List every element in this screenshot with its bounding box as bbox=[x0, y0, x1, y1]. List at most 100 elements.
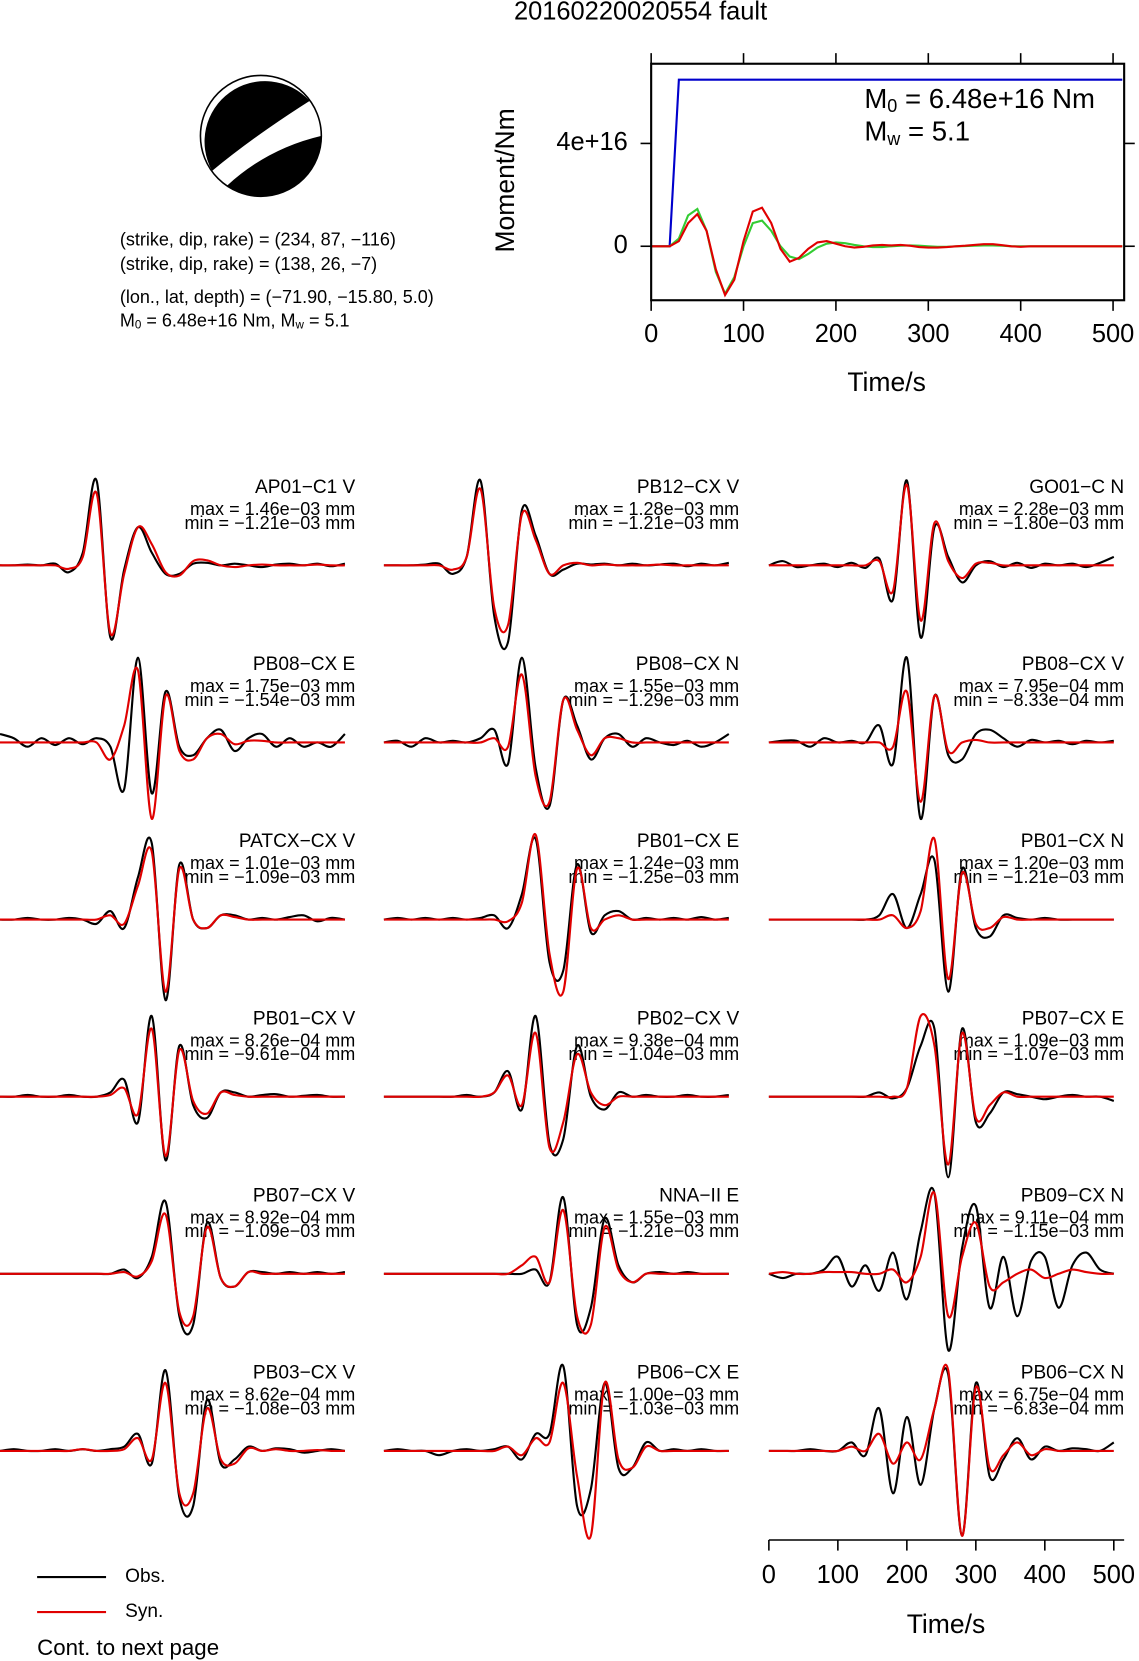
subscript: w bbox=[295, 319, 305, 332]
moment-curve bbox=[651, 206, 1123, 298]
min-label: min = −1.29e−03 mm bbox=[568, 690, 739, 710]
subscript: w bbox=[886, 129, 901, 149]
mechanism-line: (strike, dip, rake) = (138, 26, −7) bbox=[120, 254, 377, 274]
synthetic-trace bbox=[768, 1191, 1114, 1319]
station-label: AP01−C1 V bbox=[255, 477, 356, 498]
x-tick-label: 100 bbox=[722, 320, 764, 348]
x-axis-label: Time/s bbox=[907, 1609, 986, 1639]
station-label: PB12−CX V bbox=[637, 477, 740, 498]
min-label: min = −1.21e−03 mm bbox=[185, 513, 356, 533]
min-label: min = −1.15e−03 mm bbox=[953, 1221, 1124, 1241]
min-label: min = −1.21e−03 mm bbox=[568, 513, 739, 533]
annotation: M0 = 6.48e+16 Nm bbox=[864, 83, 1095, 116]
synthetic-trace bbox=[768, 1363, 1114, 1537]
moment-line: M0 = 6.48e+16 Nm, Mw = 5.1 bbox=[120, 310, 350, 332]
x-tick-label: 200 bbox=[815, 320, 857, 348]
x-tick-label: 0 bbox=[644, 320, 658, 348]
synthetic-trace bbox=[768, 689, 1114, 803]
annotation: Mw = 5.1 bbox=[864, 116, 970, 149]
synthetic-trace bbox=[0, 1381, 345, 1507]
max-label: max = 9.38e−04 mm bbox=[574, 1030, 739, 1050]
moment-curve bbox=[651, 78, 1123, 248]
min-label: min = −1.07e−03 mm bbox=[953, 1044, 1124, 1064]
station-label: PB01−CX N bbox=[1021, 831, 1124, 852]
location-line: (lon., lat, depth) = (−71.90, −15.80, 5.… bbox=[120, 287, 434, 307]
station-label: PB06−CX E bbox=[637, 1363, 739, 1384]
station-label: GO01−C N bbox=[1029, 477, 1124, 498]
max-label: max = 8.26e−04 mm bbox=[190, 1030, 355, 1050]
text: = 6.48e+16 Nm bbox=[897, 83, 1095, 114]
synthetic-trace bbox=[0, 846, 345, 993]
plot-frame bbox=[650, 62, 1126, 302]
x-tick-label: 500 bbox=[1093, 1561, 1135, 1589]
legend-label: Syn. bbox=[125, 1601, 163, 1622]
max-label: max = 1.55e−03 mm bbox=[574, 1207, 739, 1227]
synthetic-trace bbox=[768, 836, 1114, 981]
footer: Cont. to next page bbox=[37, 1635, 219, 1660]
x-tick-label: 400 bbox=[999, 320, 1041, 348]
text: = 6.48e+16 Nm, M bbox=[141, 310, 295, 330]
max-label: max = 1.28e−03 mm bbox=[574, 499, 739, 519]
station-label: PB02−CX V bbox=[637, 1008, 740, 1029]
min-label: min = −6.83e−04 mm bbox=[953, 1398, 1124, 1418]
min-label: min = −1.04e−03 mm bbox=[568, 1044, 739, 1064]
min-label: min = −8.33e−04 mm bbox=[953, 690, 1124, 710]
moment-curve bbox=[651, 207, 1123, 297]
min-label: min = −1.21e−03 mm bbox=[953, 867, 1124, 887]
synthetic-trace bbox=[383, 1031, 729, 1154]
beachball-compression bbox=[204, 81, 310, 171]
max-label: max = 1.20e−03 mm bbox=[959, 853, 1124, 873]
beachball bbox=[199, 74, 323, 198]
synthetic-trace bbox=[383, 1209, 729, 1335]
synthetic-trace bbox=[383, 1380, 729, 1540]
synthetic-trace bbox=[0, 666, 345, 820]
min-label: min = −1.25e−03 mm bbox=[568, 867, 739, 887]
max-label: max = 1.24e−03 mm bbox=[574, 853, 739, 873]
min-label: min = −1.03e−03 mm bbox=[568, 1398, 739, 1418]
synthetic-trace bbox=[768, 483, 1114, 622]
mechanism-line: (strike, dip, rake) = (234, 87, −116) bbox=[120, 230, 396, 250]
station-label: PB07−CX E bbox=[1022, 1008, 1124, 1029]
max-label: max = 1.55e−03 mm bbox=[574, 676, 739, 696]
min-label: min = −1.80e−03 mm bbox=[953, 513, 1124, 533]
synthetic-trace bbox=[0, 1212, 345, 1327]
x-tick-label: 200 bbox=[886, 1561, 928, 1589]
subscript: 0 bbox=[887, 96, 897, 116]
min-label: min = −1.21e−03 mm bbox=[568, 1221, 739, 1241]
figure-title: 20160220020554 fault bbox=[514, 0, 767, 26]
station-label: PB08−CX E bbox=[253, 654, 355, 675]
max-label: max = 1.75e−03 mm bbox=[190, 676, 355, 696]
min-label: min = −1.09e−03 mm bbox=[185, 1221, 356, 1241]
min-label: min = −1.08e−03 mm bbox=[185, 1398, 356, 1418]
y-tick-label: 0 bbox=[614, 231, 628, 259]
min-label: min = −1.09e−03 mm bbox=[185, 867, 356, 887]
x-tick-label: 300 bbox=[955, 1561, 997, 1589]
station-label: PB08−CX N bbox=[636, 654, 739, 675]
x-tick-label: 100 bbox=[817, 1561, 859, 1589]
synthetic-trace bbox=[0, 1027, 345, 1158]
synthetic-trace bbox=[383, 487, 729, 634]
text: = 5.1 bbox=[304, 310, 350, 330]
text: = 5.1 bbox=[900, 116, 970, 147]
station-label: PB03−CX V bbox=[253, 1363, 356, 1384]
observed-trace bbox=[768, 1186, 1115, 1352]
x-tick-label: 500 bbox=[1092, 320, 1134, 348]
max-label: max = 1.00e−03 mm bbox=[574, 1385, 739, 1405]
max-label: max = 2.28e−03 mm bbox=[959, 499, 1124, 519]
max-label: max = 6.75e−04 mm bbox=[959, 1385, 1124, 1405]
station-label: NNA−II E bbox=[659, 1185, 739, 1206]
max-label: max = 1.01e−03 mm bbox=[190, 853, 355, 873]
synthetic-trace bbox=[383, 833, 729, 997]
synthetic-trace bbox=[768, 1013, 1114, 1166]
symbol: M bbox=[120, 310, 135, 330]
y-tick-label: 4e+16 bbox=[556, 128, 627, 156]
subscript: 0 bbox=[135, 319, 142, 332]
max-label: max = 7.95e−04 mm bbox=[959, 676, 1124, 696]
station-label: PB01−CX V bbox=[253, 1008, 356, 1029]
max-label: max = 1.09e−03 mm bbox=[959, 1030, 1124, 1050]
station-label: PB06−CX N bbox=[1021, 1363, 1124, 1384]
synthetic-trace bbox=[0, 490, 345, 637]
x-tick-label: 0 bbox=[762, 1561, 776, 1589]
